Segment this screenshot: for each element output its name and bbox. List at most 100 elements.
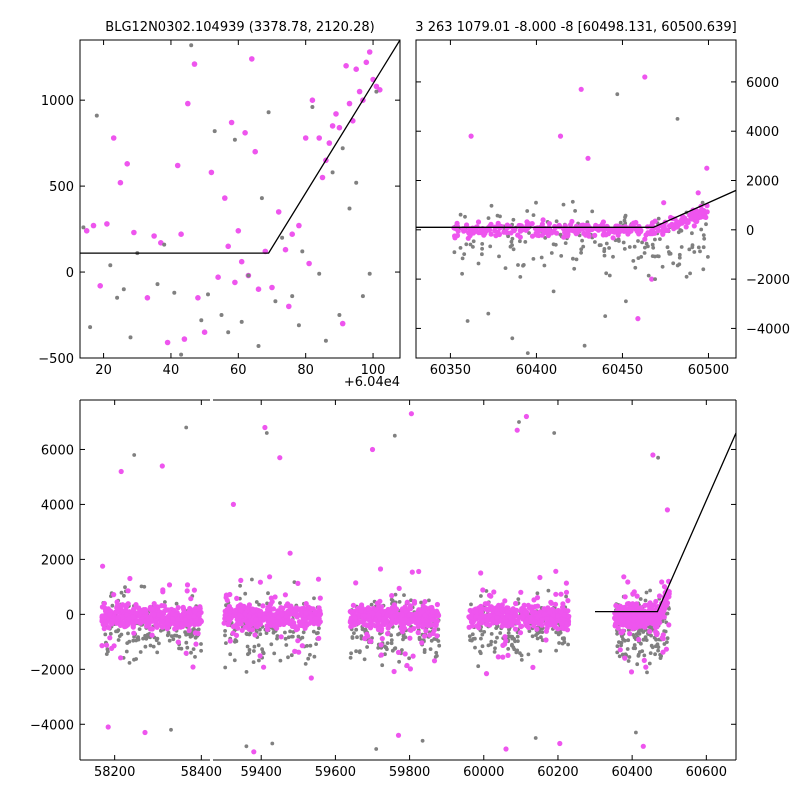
data-point (407, 666, 413, 672)
data-point (254, 624, 260, 630)
x-tick-label: 100 (361, 363, 386, 378)
data-point (239, 603, 245, 610)
data-point (199, 642, 203, 646)
data-point (478, 570, 484, 576)
data-point (613, 603, 619, 609)
data-point (115, 602, 121, 608)
data-point (155, 650, 160, 655)
data-point (296, 634, 301, 639)
data-point (238, 613, 244, 619)
data-point (675, 117, 680, 121)
data-point (366, 49, 373, 55)
data-point (602, 247, 607, 251)
data-point (251, 749, 257, 755)
data-point (528, 618, 534, 625)
data-point (184, 588, 190, 594)
x-tick-label: 60400 (516, 363, 557, 378)
data-point (531, 597, 537, 603)
data-point (623, 611, 629, 618)
data-point (103, 632, 108, 637)
data-point (677, 255, 682, 260)
data-point (641, 637, 646, 642)
data-point (573, 209, 577, 213)
data-point (407, 611, 413, 618)
data-point (484, 589, 489, 593)
data-point (548, 616, 554, 623)
data-point (640, 240, 644, 245)
data-point (222, 612, 228, 618)
data-point (557, 740, 563, 747)
data-point (399, 606, 406, 612)
data-point (369, 602, 374, 607)
data-point (531, 623, 537, 629)
data-point (385, 641, 390, 645)
data-point (138, 650, 143, 654)
right-panel-title: 3 263 1079.01 -8.000 -8 [60498.131, 6050… (415, 20, 736, 35)
data-point (647, 661, 652, 666)
data-point (330, 170, 335, 175)
data-point (582, 343, 587, 348)
data-point (119, 632, 124, 637)
y-tick-label: 4000 (746, 125, 779, 140)
data-point (134, 619, 140, 625)
data-point (366, 617, 372, 623)
data-point (145, 632, 150, 637)
data-point (617, 647, 623, 653)
model-curve (595, 432, 736, 613)
data-point (592, 232, 598, 238)
data-point (504, 608, 511, 614)
data-point (257, 653, 263, 659)
data-point (303, 662, 308, 666)
data-point (558, 591, 564, 597)
data-point (268, 601, 274, 607)
data-point (201, 329, 208, 336)
data-point (149, 632, 155, 638)
data-point (245, 632, 249, 637)
data-point (646, 273, 651, 278)
data-point (462, 252, 467, 256)
data-point (684, 274, 689, 279)
data-point (141, 636, 146, 641)
data-point (458, 212, 463, 217)
data-point (223, 592, 229, 598)
x-tick-label: 60350 (430, 363, 471, 378)
data-point (534, 200, 538, 205)
data-point (473, 645, 477, 650)
data-point (160, 587, 166, 593)
data-point (125, 601, 131, 607)
data-point (503, 266, 508, 270)
data-point (465, 319, 470, 323)
data-point (340, 146, 345, 151)
data-point (225, 620, 232, 626)
data-point (289, 653, 294, 658)
data-point (620, 634, 624, 639)
data-point (144, 636, 149, 641)
data-point (314, 642, 318, 646)
data-point (283, 630, 287, 635)
data-point (470, 632, 475, 637)
data-point (94, 113, 99, 118)
data-point (131, 638, 136, 643)
data-point (436, 627, 441, 632)
data-point (625, 619, 631, 626)
data-point (488, 231, 494, 237)
data-point (622, 594, 628, 600)
data-point (495, 635, 499, 640)
data-point (148, 616, 154, 623)
data-point (473, 636, 477, 641)
data-point (364, 631, 370, 637)
data-point (239, 319, 244, 324)
data-point (401, 625, 407, 632)
data-point (308, 643, 313, 648)
data-point (512, 637, 516, 641)
data-point (252, 649, 256, 653)
data-point (223, 629, 228, 633)
data-point (477, 615, 483, 621)
data-point (417, 637, 422, 642)
data-point (234, 595, 240, 602)
data-point (395, 732, 402, 738)
data-point (352, 621, 358, 628)
data-point (392, 433, 397, 438)
data-point (353, 580, 359, 586)
data-point (90, 222, 97, 229)
